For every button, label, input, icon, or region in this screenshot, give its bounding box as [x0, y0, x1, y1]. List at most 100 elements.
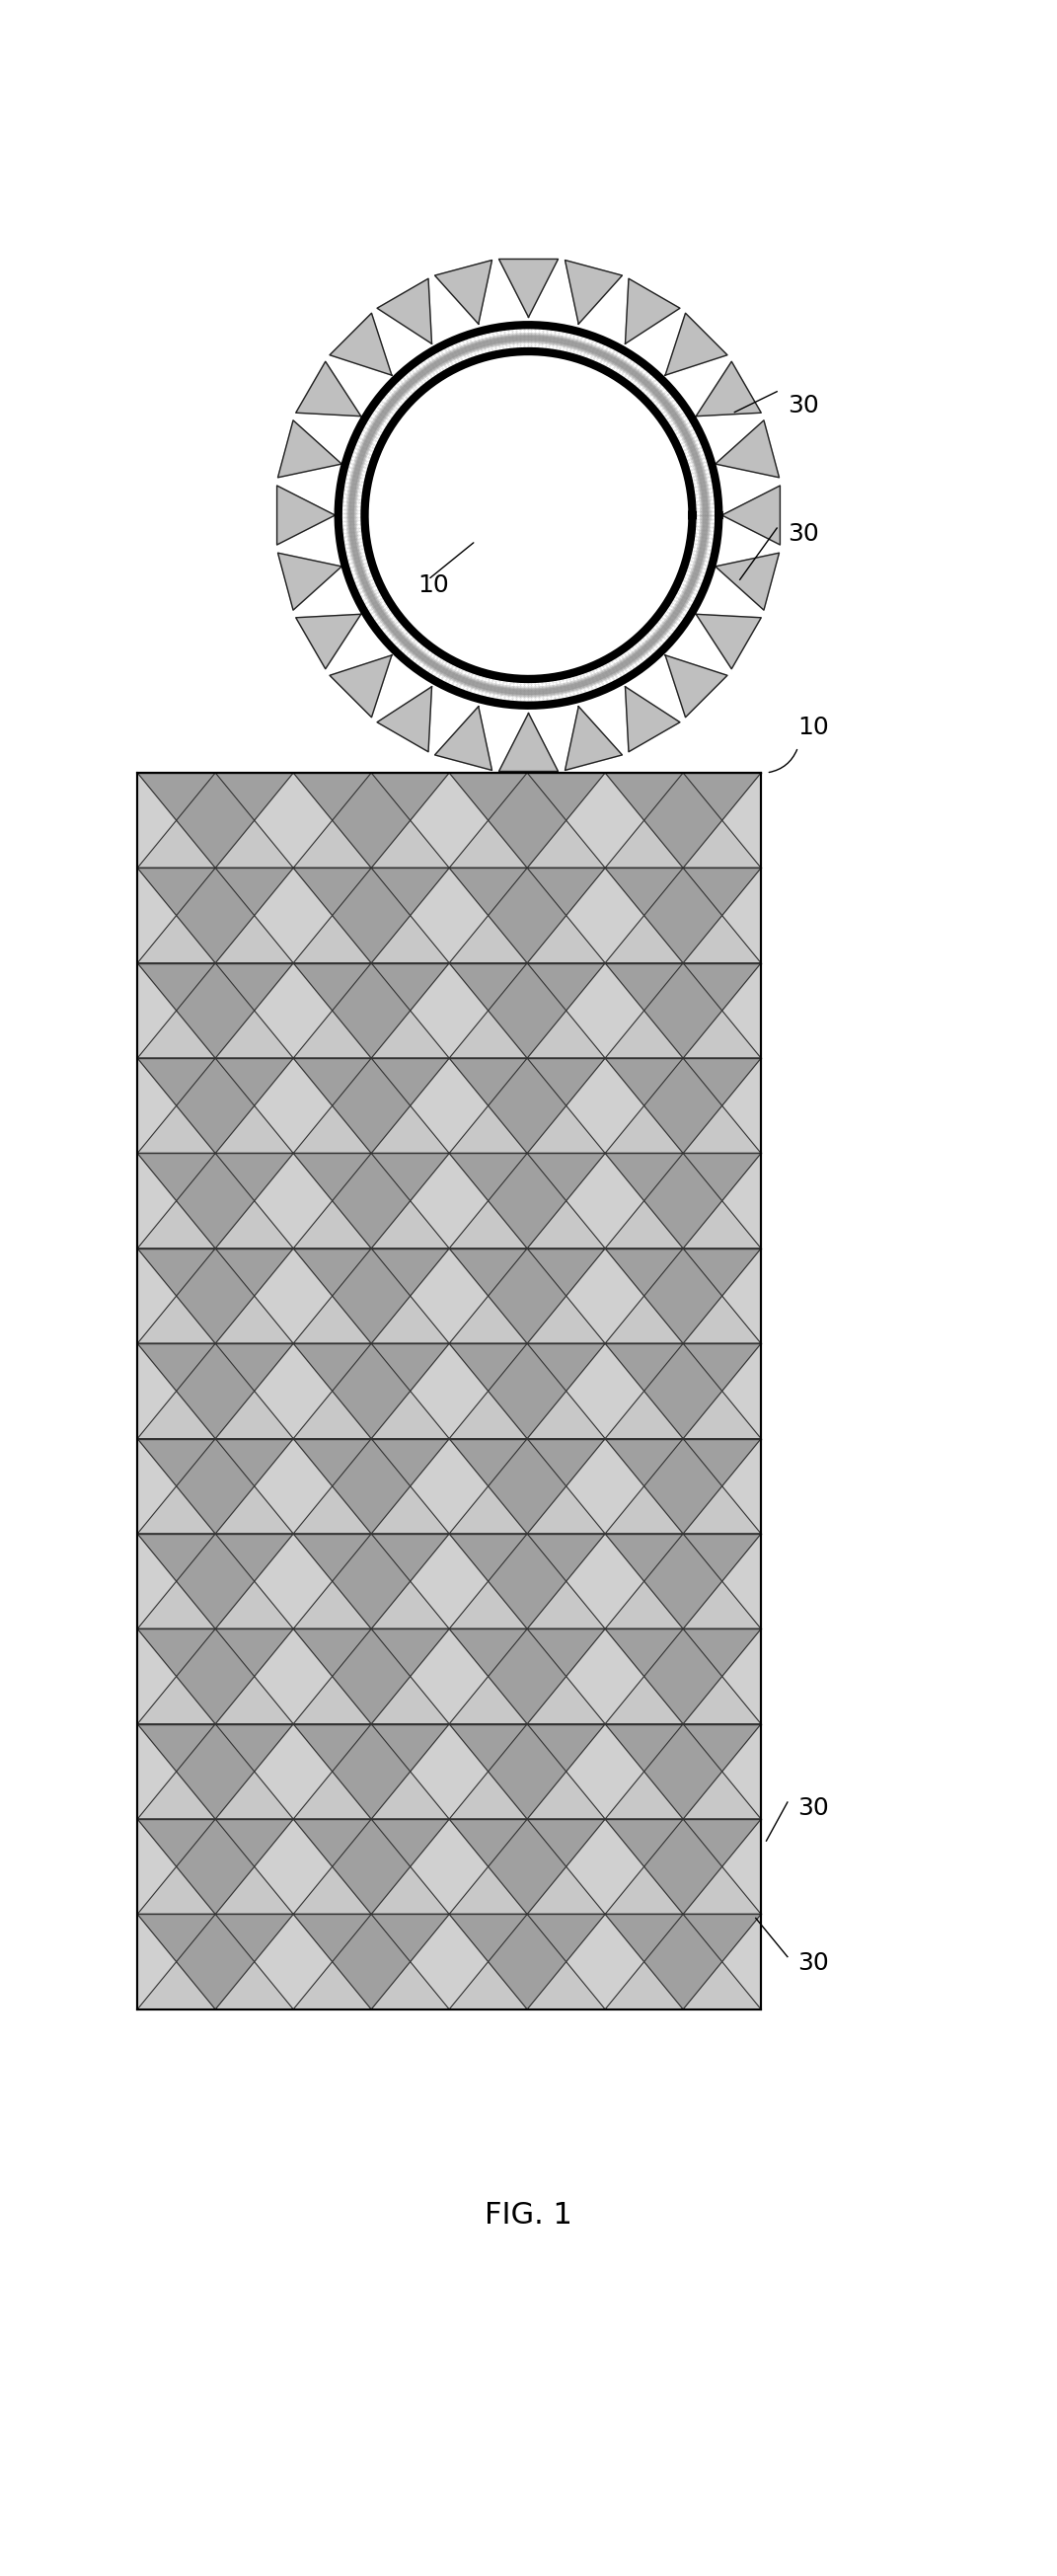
- Polygon shape: [449, 1249, 605, 1345]
- Polygon shape: [377, 278, 432, 343]
- Polygon shape: [449, 868, 605, 963]
- Polygon shape: [449, 1154, 605, 1249]
- Text: FIG. 1: FIG. 1: [485, 2200, 572, 2231]
- Polygon shape: [277, 487, 335, 544]
- Polygon shape: [449, 1914, 605, 2009]
- Bar: [137, 773, 761, 2009]
- Polygon shape: [137, 1628, 294, 1723]
- Polygon shape: [294, 1249, 449, 1345]
- Polygon shape: [605, 1249, 761, 1345]
- Polygon shape: [294, 1533, 449, 1628]
- Polygon shape: [137, 1249, 294, 1345]
- Polygon shape: [137, 963, 294, 1059]
- Polygon shape: [449, 1723, 605, 1819]
- Polygon shape: [716, 420, 779, 477]
- Polygon shape: [137, 1059, 294, 1154]
- Polygon shape: [294, 1154, 449, 1249]
- Polygon shape: [605, 1059, 761, 1154]
- Polygon shape: [716, 554, 779, 611]
- Polygon shape: [294, 1154, 449, 1249]
- Polygon shape: [294, 1345, 449, 1437]
- Polygon shape: [449, 1154, 605, 1249]
- Polygon shape: [449, 773, 605, 868]
- Polygon shape: [137, 1723, 294, 1819]
- Polygon shape: [137, 868, 294, 963]
- Polygon shape: [294, 773, 449, 868]
- Polygon shape: [137, 963, 294, 1059]
- Polygon shape: [605, 1533, 761, 1628]
- Polygon shape: [294, 1059, 449, 1154]
- Polygon shape: [449, 1533, 605, 1628]
- Polygon shape: [294, 1914, 449, 2009]
- Polygon shape: [278, 420, 341, 477]
- Polygon shape: [294, 1914, 449, 2009]
- Polygon shape: [449, 773, 605, 868]
- Polygon shape: [449, 868, 605, 963]
- Polygon shape: [294, 1819, 449, 1914]
- Polygon shape: [449, 1249, 605, 1345]
- Polygon shape: [137, 773, 294, 868]
- Polygon shape: [605, 1628, 761, 1723]
- Polygon shape: [294, 1723, 449, 1819]
- Polygon shape: [605, 1154, 761, 1249]
- Polygon shape: [449, 1437, 605, 1533]
- Polygon shape: [449, 1059, 605, 1154]
- Polygon shape: [137, 1437, 294, 1533]
- Polygon shape: [137, 1914, 294, 2009]
- Polygon shape: [665, 314, 727, 376]
- Polygon shape: [626, 278, 680, 343]
- Polygon shape: [278, 554, 341, 611]
- Polygon shape: [434, 706, 492, 770]
- Text: 10: 10: [798, 716, 830, 739]
- Polygon shape: [605, 1533, 761, 1628]
- Polygon shape: [605, 963, 761, 1059]
- Polygon shape: [605, 868, 761, 963]
- Polygon shape: [137, 1154, 294, 1249]
- Polygon shape: [605, 1437, 761, 1533]
- Polygon shape: [137, 1345, 294, 1437]
- Polygon shape: [696, 613, 761, 670]
- Polygon shape: [605, 868, 761, 963]
- Polygon shape: [722, 487, 780, 544]
- Text: 10: 10: [418, 574, 449, 598]
- Polygon shape: [137, 1437, 294, 1533]
- Polygon shape: [449, 1345, 605, 1437]
- Polygon shape: [449, 963, 605, 1059]
- Polygon shape: [605, 1723, 761, 1819]
- Polygon shape: [296, 361, 361, 417]
- Polygon shape: [294, 1723, 449, 1819]
- Polygon shape: [605, 1914, 761, 2009]
- Polygon shape: [137, 1249, 294, 1345]
- Polygon shape: [605, 773, 761, 868]
- Polygon shape: [605, 1345, 761, 1437]
- Polygon shape: [137, 1345, 294, 1437]
- Polygon shape: [137, 1533, 294, 1628]
- Polygon shape: [605, 773, 761, 868]
- Polygon shape: [449, 1723, 605, 1819]
- Polygon shape: [565, 260, 623, 325]
- Polygon shape: [294, 1059, 449, 1154]
- Text: 30: 30: [798, 1795, 830, 1821]
- Polygon shape: [449, 1437, 605, 1533]
- Polygon shape: [605, 1914, 761, 2009]
- Polygon shape: [626, 688, 680, 752]
- Text: 30: 30: [798, 1950, 830, 1976]
- Polygon shape: [294, 1437, 449, 1533]
- Polygon shape: [330, 314, 392, 376]
- Polygon shape: [137, 1819, 294, 1914]
- Polygon shape: [449, 1533, 605, 1628]
- Polygon shape: [605, 1628, 761, 1723]
- Polygon shape: [294, 1437, 449, 1533]
- Polygon shape: [605, 1249, 761, 1345]
- Polygon shape: [605, 963, 761, 1059]
- Text: 30: 30: [787, 523, 819, 546]
- Polygon shape: [137, 773, 294, 868]
- Polygon shape: [294, 1345, 449, 1437]
- Polygon shape: [137, 1059, 294, 1154]
- Polygon shape: [294, 1628, 449, 1723]
- Polygon shape: [449, 1628, 605, 1723]
- Text: 30: 30: [787, 394, 819, 417]
- Polygon shape: [665, 654, 727, 716]
- Polygon shape: [605, 1345, 761, 1437]
- Polygon shape: [294, 868, 449, 963]
